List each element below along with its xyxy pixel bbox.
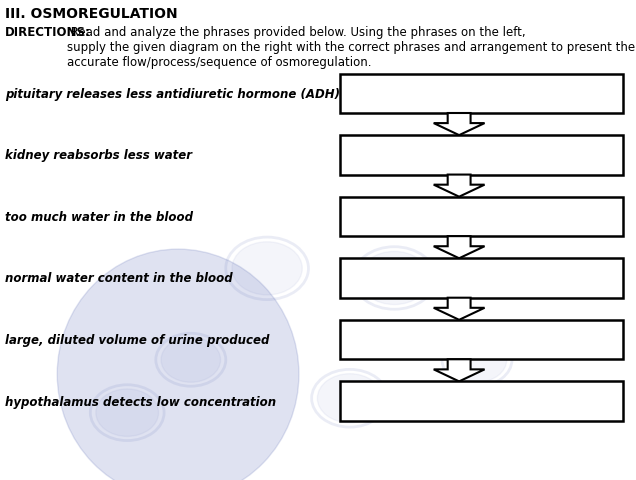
- Text: too much water in the blood: too much water in the blood: [5, 210, 193, 224]
- Circle shape: [317, 374, 382, 423]
- Circle shape: [232, 242, 302, 295]
- Circle shape: [96, 389, 158, 436]
- Circle shape: [359, 252, 429, 305]
- Text: normal water content in the blood: normal water content in the blood: [5, 272, 233, 285]
- Text: large, diluted volume of urine produced: large, diluted volume of urine produced: [5, 333, 270, 347]
- Text: III. OSMOREGULATION: III. OSMOREGULATION: [5, 7, 177, 21]
- Ellipse shape: [57, 250, 299, 480]
- Bar: [340, 136, 623, 175]
- Text: hypothalamus detects low concentration: hypothalamus detects low concentration: [5, 395, 276, 408]
- Polygon shape: [434, 175, 485, 197]
- Text: pituitary releases less antidiuretic hormone (ADH): pituitary releases less antidiuretic hor…: [5, 87, 340, 101]
- Circle shape: [447, 337, 507, 383]
- Text: DIRECTIONS:: DIRECTIONS:: [5, 26, 91, 39]
- Polygon shape: [434, 298, 485, 320]
- Polygon shape: [434, 237, 485, 259]
- Bar: [340, 197, 623, 237]
- Text: Read and analyze the phrases provided below. Using the phrases on the left,
supp: Read and analyze the phrases provided be…: [67, 26, 635, 69]
- Circle shape: [161, 337, 221, 383]
- Text: kidney reabsorbs less water: kidney reabsorbs less water: [5, 149, 192, 162]
- Polygon shape: [434, 360, 485, 382]
- Bar: [340, 320, 623, 360]
- Bar: [340, 74, 623, 114]
- Bar: [340, 382, 623, 421]
- Bar: [340, 259, 623, 298]
- Polygon shape: [434, 114, 485, 136]
